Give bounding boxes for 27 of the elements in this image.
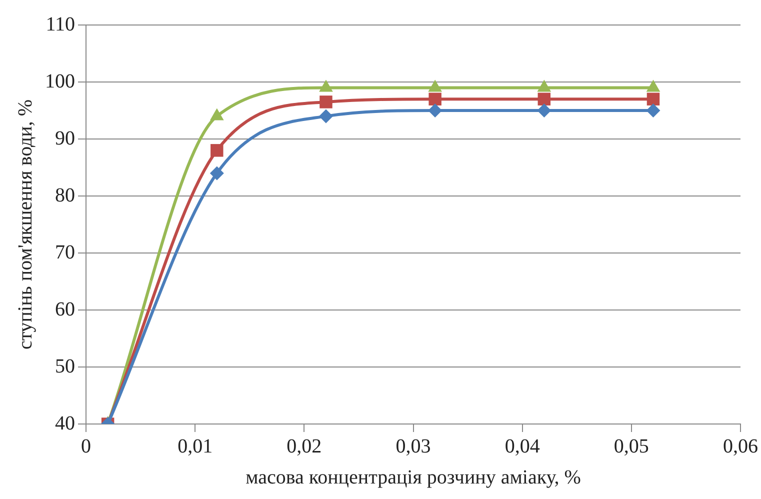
x-axis-title: масова концентрація розчину аміаку, %	[246, 466, 581, 488]
y-tick-label: 90	[55, 127, 75, 150]
point	[318, 109, 333, 124]
x-tick-label: 0,02	[286, 435, 322, 458]
x-tick-label: 0,05	[614, 435, 649, 458]
point	[428, 104, 442, 118]
y-tick-label: 40	[55, 412, 75, 434]
point	[538, 92, 551, 106]
x-tick-label: 0	[81, 435, 91, 458]
point	[428, 92, 442, 106]
point	[646, 92, 660, 106]
point	[646, 104, 660, 118]
y-tick-label: 70	[55, 241, 75, 264]
x-tick-label: 0,01	[178, 435, 213, 458]
x-tick-label: 0,03	[396, 435, 431, 458]
point	[210, 144, 224, 157]
y-tick-label: 50	[55, 355, 75, 378]
point	[320, 96, 332, 108]
y-tick-label: 110	[46, 13, 75, 36]
y-tick-label: 100	[45, 70, 75, 92]
point	[210, 166, 224, 180]
x-tick-label: 0,06	[723, 435, 758, 458]
point	[537, 104, 552, 118]
y-tick-label: 60	[55, 298, 75, 320]
y-axis-title: ступінь пом'якшення води, %	[14, 99, 36, 350]
y-tick-label: 80	[55, 184, 75, 206]
x-tick-label: 0,04	[504, 435, 540, 458]
